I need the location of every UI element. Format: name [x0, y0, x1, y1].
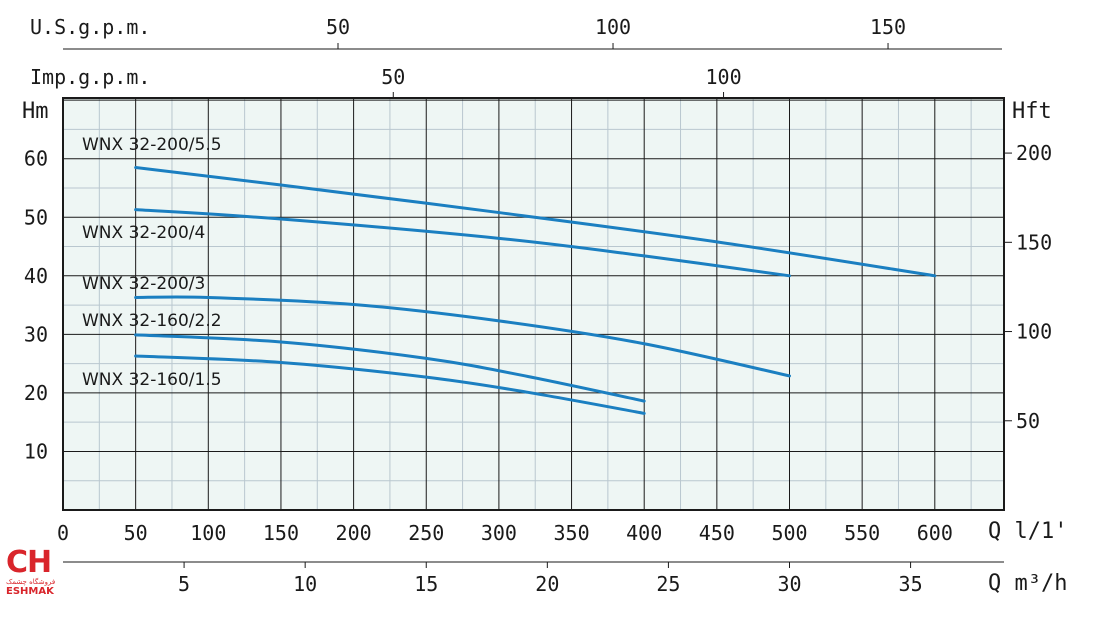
series-label: WNX 32-200/4	[82, 223, 205, 243]
plot-area	[63, 98, 1004, 510]
m3h-tick-label: 20	[535, 572, 559, 596]
usgpm-tick-label: 150	[870, 15, 906, 39]
y-right-tick-label: 100	[1016, 320, 1052, 344]
logo-english-text: ESHMAK	[6, 586, 54, 597]
y-tick-label: 40	[24, 264, 48, 288]
x-tick-label: 550	[844, 521, 880, 545]
minor-grid	[63, 98, 1004, 510]
brand-logo: CH فروشگاه چشمک ESHMAK	[6, 548, 66, 598]
y-right-tick-label: 50	[1016, 409, 1040, 433]
right-axis: Hft 50 100 150 200	[1004, 99, 1052, 433]
top-axes: U.S.g.p.m. 50 100 150 Imp.g.p.m. 50 100	[30, 15, 1002, 98]
m3h-tick-label: 15	[414, 572, 438, 596]
y-tick-label: 20	[24, 381, 48, 405]
x-unit-label: Q l/1'	[988, 519, 1067, 544]
series-label: WNX 32-200/5.5	[82, 135, 222, 155]
curve-wnx-32-200-4	[134, 208, 791, 278]
logo-farsi-text: فروشگاه چشمک	[6, 578, 56, 586]
m3h-tick-label: 10	[293, 572, 317, 596]
x-tick-label: 250	[408, 521, 444, 545]
x-tick-label: 600	[917, 521, 953, 545]
usgpm-unit-label: U.S.g.p.m.	[30, 15, 150, 39]
x-tick-label: 500	[771, 521, 807, 545]
impgpm-unit-label: Imp.g.p.m.	[30, 65, 150, 89]
y-unit-label: Hm	[22, 99, 49, 124]
curve-wnx-32-200-5-5	[134, 165, 937, 278]
usgpm-tick-label: 50	[326, 15, 350, 39]
series-label: WNX 32-160/2.2	[82, 311, 222, 331]
impgpm-tick-label: 50	[381, 65, 405, 89]
x-tick-label: 400	[626, 521, 662, 545]
y-tick-label: 60	[24, 147, 48, 171]
y-tick-label: 30	[24, 322, 48, 346]
y-tick-label: 10	[24, 439, 48, 463]
x-tick-label: 150	[263, 521, 299, 545]
logo-mark: CH	[6, 545, 52, 580]
series-labels: WNX 32-200/5.5 WNX 32-200/4 WNX 32-200/3 WN…	[82, 135, 222, 390]
y-tick-label: 50	[24, 205, 48, 229]
series-label: WNX 32-200/3	[82, 274, 205, 294]
m3h-tick-label: 35	[899, 572, 923, 596]
curve-wnx-32-160-1-5	[134, 354, 646, 415]
bottom-axes: 0 50 100 150 200 250 300 350 400 450 500 550 600 Q l/…	[57, 519, 1068, 596]
x-tick-label: 100	[190, 521, 226, 545]
x-tick-label: 0	[57, 521, 69, 545]
y-right-tick-label: 200	[1016, 141, 1052, 165]
m3h-tick-label: 5	[178, 572, 190, 596]
m3h-tick-label: 25	[656, 572, 680, 596]
x-tick-label: 300	[481, 521, 517, 545]
usgpm-tick-label: 100	[595, 15, 631, 39]
plot-frame	[62, 97, 1005, 511]
performance-curves	[134, 165, 937, 415]
impgpm-tick-label: 100	[705, 65, 741, 89]
m3h-tick-label: 30	[777, 572, 801, 596]
y-right-unit-label: Hft	[1012, 99, 1052, 124]
curve-wnx-32-160-2-2	[134, 333, 646, 403]
m3h-unit-label: Q m³/h	[988, 571, 1067, 596]
y-right-tick-label: 150	[1016, 230, 1052, 254]
x-tick-label: 50	[124, 521, 148, 545]
series-label: WNX 32-160/1.5	[82, 370, 222, 390]
left-axis: Hm 10 20 30 40 50 60	[22, 99, 49, 463]
x-tick-label: 200	[336, 521, 372, 545]
x-tick-label: 350	[553, 521, 589, 545]
x-tick-label: 450	[699, 521, 735, 545]
curve-wnx-32-200-3	[134, 295, 791, 378]
